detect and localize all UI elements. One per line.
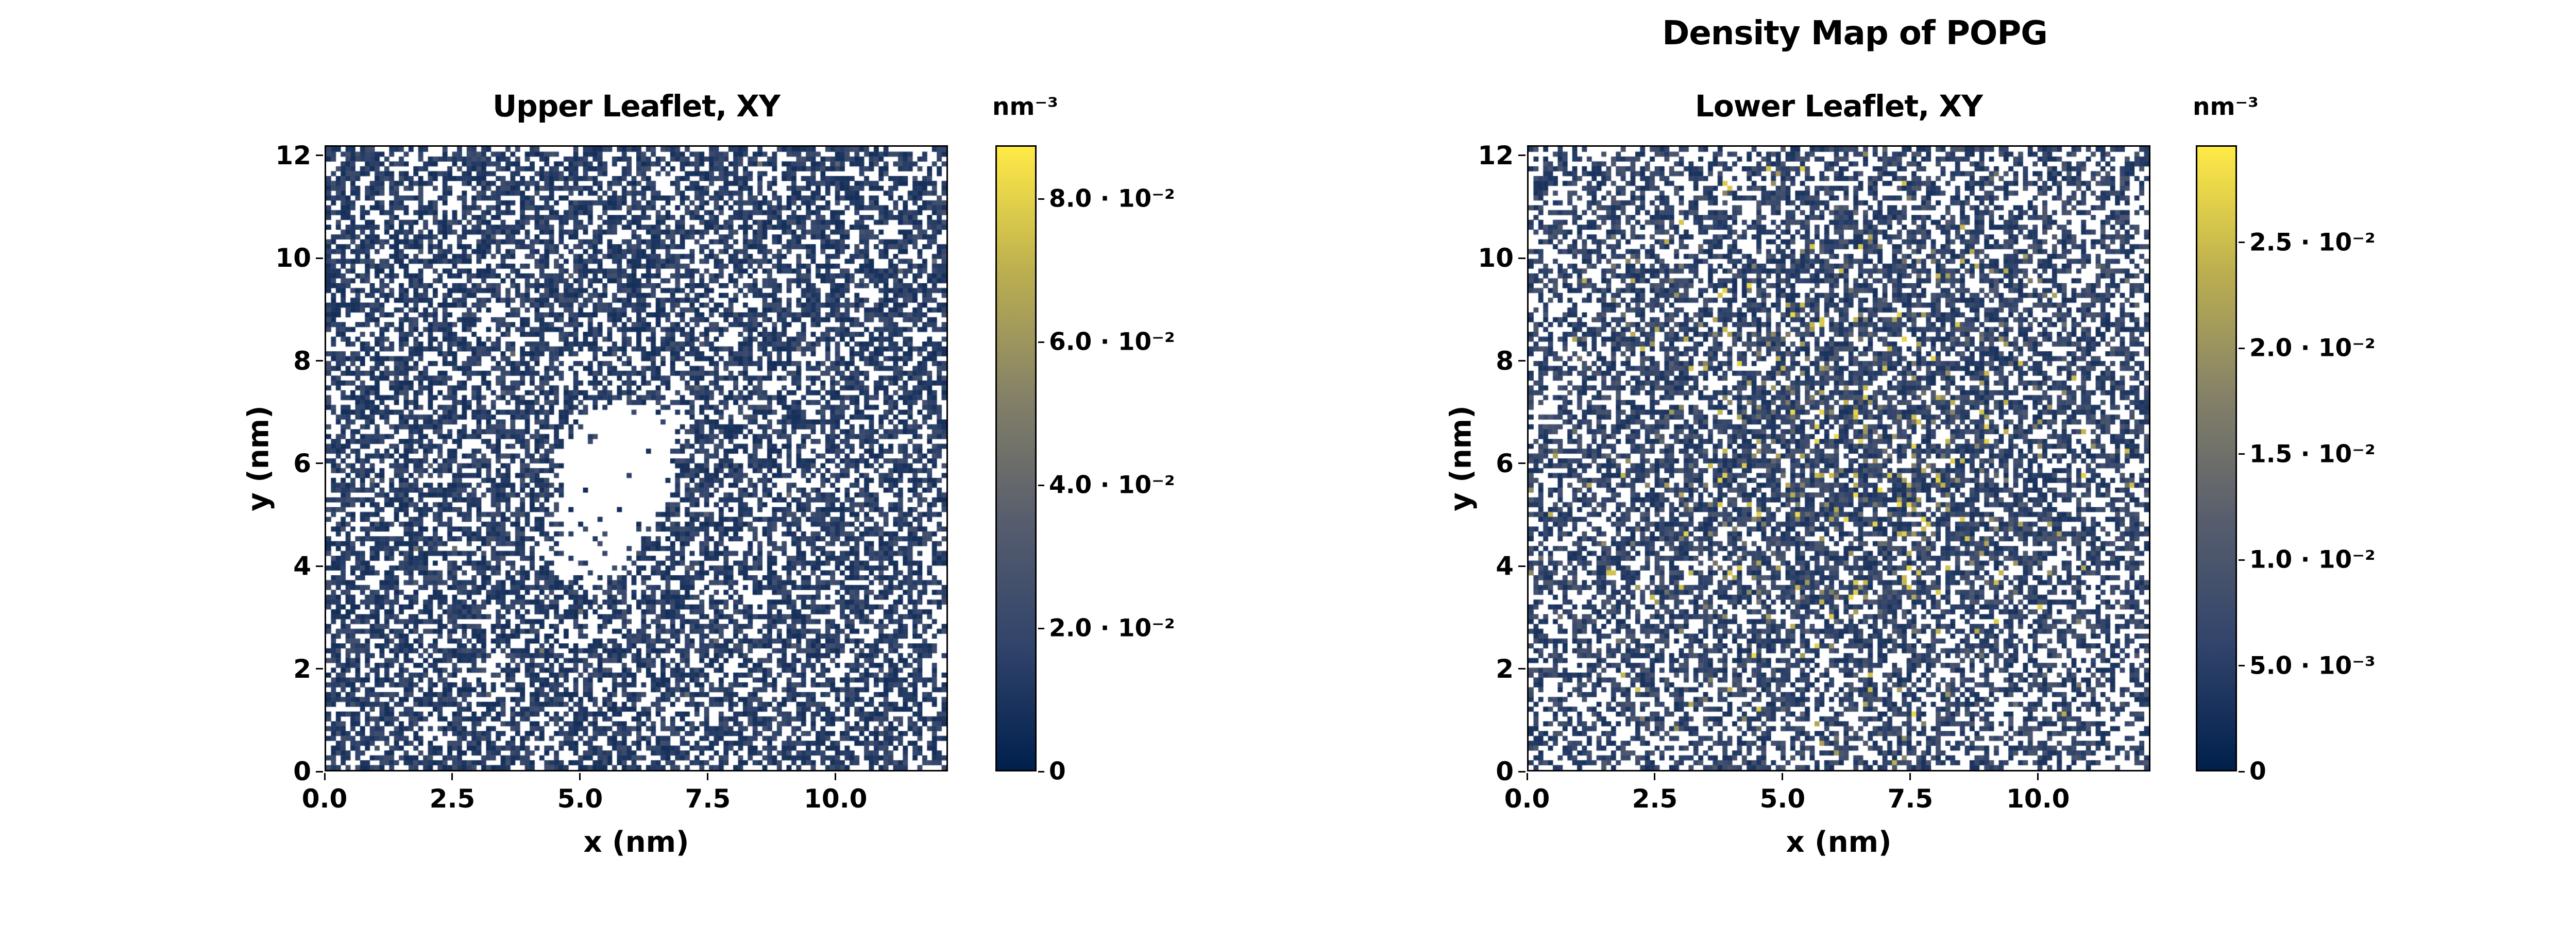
colorbar-tick-label: 2.0 · 10⁻² xyxy=(1049,614,1175,643)
colorbar-unit-label: nm⁻³ xyxy=(2193,93,2259,121)
x-tick-mark xyxy=(1654,773,1656,780)
colorbar-tick-label: 0 xyxy=(2249,757,2266,786)
x-tick-mark xyxy=(1909,773,1911,780)
y-tick-mark xyxy=(1518,770,1526,772)
heatmap-canvas xyxy=(326,147,946,770)
heatmap-canvas xyxy=(1529,147,2149,770)
x-tick-mark xyxy=(579,773,581,780)
colorbar-tick-label: 1.5 · 10⁻² xyxy=(2249,440,2376,469)
colorbar-tick-label: 1.0 · 10⁻² xyxy=(2249,545,2376,574)
colorbar-tick-label: 2.5 · 10⁻² xyxy=(2249,228,2376,257)
x-tick-label: 10.0 xyxy=(804,784,868,814)
x-tick-mark xyxy=(1526,773,1528,780)
y-tick-label: 0 xyxy=(1496,757,1514,786)
x-tick-label: 2.5 xyxy=(429,784,476,814)
y-tick-mark xyxy=(1518,668,1526,670)
y-tick-label: 6 xyxy=(293,448,311,478)
x-tick-label: 10.0 xyxy=(2006,784,2070,814)
y-tick-label: 4 xyxy=(293,551,311,581)
y-tick-mark xyxy=(316,668,323,670)
y-tick-label: 12 xyxy=(1478,140,1514,170)
colorbar-tick-label: 6.0 · 10⁻² xyxy=(1049,328,1175,356)
colorbar-tick-mark xyxy=(2239,242,2245,244)
colorbar-tick-mark xyxy=(2239,770,2245,772)
y-tick-label: 10 xyxy=(275,243,311,273)
colorbar-tick-label: 2.0 · 10⁻² xyxy=(2249,334,2376,363)
colorbar-tick-mark xyxy=(2239,347,2245,349)
colorbar-unit-label: nm⁻³ xyxy=(992,93,1058,121)
x-tick-label: 5.0 xyxy=(1759,784,1806,814)
colorbar-tick-mark xyxy=(2239,665,2245,667)
x-tick-label: 2.5 xyxy=(1632,784,1678,814)
y-tick-mark xyxy=(1518,154,1526,157)
x-tick-mark xyxy=(324,773,326,780)
x-tick-label: 7.5 xyxy=(685,784,731,814)
heatmap-plot-area xyxy=(325,145,948,771)
y-tick-mark xyxy=(316,257,323,259)
colorbar-tick-label: 5.0 · 10⁻³ xyxy=(2249,651,2376,680)
x-tick-label: 5.0 xyxy=(557,784,603,814)
y-tick-mark xyxy=(316,565,323,567)
panel-title: Lower Leaflet, XY xyxy=(1694,89,1983,124)
x-tick-mark xyxy=(1782,773,1784,780)
y-tick-label: 12 xyxy=(275,140,311,170)
y-tick-label: 10 xyxy=(1478,243,1514,273)
y-tick-mark xyxy=(316,770,323,772)
y-tick-label: 0 xyxy=(293,757,311,786)
y-tick-mark xyxy=(316,360,323,362)
y-tick-mark xyxy=(1518,565,1526,567)
colorbar-tick-mark xyxy=(1038,627,1044,629)
y-tick-label: 8 xyxy=(293,346,311,376)
y-tick-mark xyxy=(316,462,323,465)
x-tick-label: 7.5 xyxy=(1887,784,1934,814)
figure-title: Density Map of POPG xyxy=(1662,14,2048,53)
y-axis-label: y (nm) xyxy=(1444,405,1478,511)
colorbar-tick-label: 0 xyxy=(1049,757,1066,786)
colorbar-tick-mark xyxy=(2239,453,2245,455)
x-axis-label: x (nm) xyxy=(583,826,689,859)
colorbar-tick-mark xyxy=(1038,484,1044,486)
colorbar xyxy=(995,145,1037,771)
colorbar-tick-mark xyxy=(2239,559,2245,561)
y-tick-mark xyxy=(316,154,323,157)
x-tick-label: 0.0 xyxy=(1504,784,1550,814)
x-tick-label: 0.0 xyxy=(301,784,348,814)
colorbar-tick-mark xyxy=(1038,770,1044,772)
panel-title: Upper Leaflet, XY xyxy=(493,89,781,124)
x-tick-mark xyxy=(707,773,709,780)
y-tick-label: 8 xyxy=(1496,346,1514,376)
y-tick-label: 2 xyxy=(293,654,311,684)
y-tick-mark xyxy=(1518,360,1526,362)
x-axis-label: x (nm) xyxy=(1786,826,1892,859)
x-tick-mark xyxy=(2037,773,2039,780)
y-tick-label: 2 xyxy=(1496,654,1514,684)
colorbar-tick-label: 4.0 · 10⁻² xyxy=(1049,471,1175,500)
heatmap-plot-area xyxy=(1527,145,2150,771)
colorbar-tick-mark xyxy=(1038,198,1044,200)
x-tick-mark xyxy=(451,773,453,780)
y-tick-label: 6 xyxy=(1496,448,1514,478)
x-tick-mark xyxy=(835,773,837,780)
y-axis-label: y (nm) xyxy=(242,405,276,511)
colorbar-tick-label: 8.0 · 10⁻² xyxy=(1049,184,1175,213)
y-tick-mark xyxy=(1518,257,1526,259)
colorbar xyxy=(2196,145,2237,771)
y-tick-mark xyxy=(1518,462,1526,465)
y-tick-label: 4 xyxy=(1496,551,1514,581)
colorbar-tick-mark xyxy=(1038,341,1044,343)
